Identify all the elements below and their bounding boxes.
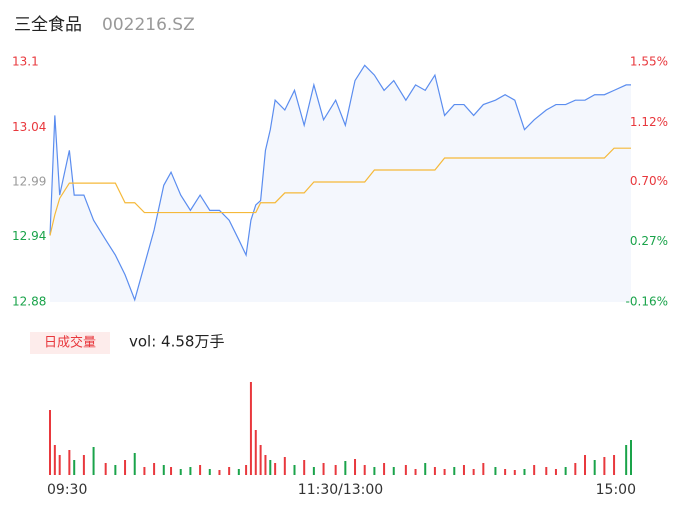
volume-bar [73, 460, 76, 475]
volume-bar [218, 470, 221, 475]
volume-bar [53, 445, 56, 475]
volume-bar [504, 469, 507, 475]
volume-bar [249, 382, 252, 475]
volume-bar [269, 460, 272, 475]
x-tick-label: 11:30/13:00 [298, 482, 383, 498]
volume-bar [303, 460, 306, 475]
volume-bar [494, 467, 497, 475]
volume-bar [472, 469, 475, 475]
volume-bar [630, 440, 632, 475]
volume-bar [443, 469, 446, 475]
volume-bar [104, 463, 107, 475]
y2-tick-label: 0.27% [630, 234, 668, 248]
y2-tick-label: 0.70% [630, 174, 668, 188]
volume-bar [453, 467, 456, 475]
volume-bar [274, 463, 277, 475]
volume-bar [593, 460, 596, 475]
legend-label: 日成交量 [44, 335, 96, 351]
volume-bar [264, 455, 267, 475]
volume-bar [189, 467, 192, 475]
volume-bar [228, 467, 231, 475]
volume-bar [322, 463, 325, 475]
line-price [49, 64, 631, 302]
y-tick-label: 12.94 [12, 229, 46, 243]
volume-bar [482, 463, 485, 475]
x-tick-label: 09:30 [47, 482, 87, 498]
volume-bar [293, 465, 296, 475]
volume-bar [92, 447, 95, 475]
volume-bar [114, 465, 117, 475]
y-tick-label: 12.99 [12, 175, 46, 189]
volume-bar [545, 467, 548, 475]
x-tick-label: 15:00 [596, 482, 636, 498]
volume-bar [433, 467, 436, 475]
volume-bar [254, 430, 257, 475]
volume-bar [462, 465, 465, 475]
volume-bar [414, 469, 417, 475]
volume-bar [245, 465, 248, 475]
volume-bar [143, 467, 146, 475]
volume-bar [584, 455, 587, 475]
volume-bar [170, 467, 173, 475]
y2-tick-label: -0.16% [626, 295, 668, 309]
y2-tick-label: 1.55% [630, 55, 668, 69]
volume-bar [68, 450, 71, 475]
volume-bar [344, 461, 347, 475]
volume-bar [179, 469, 182, 475]
volume-text: vol: 4.58万手 [129, 333, 224, 351]
volume-bar [564, 467, 567, 475]
y-tick-label: 13.04 [12, 120, 46, 134]
volume-bar [404, 465, 407, 475]
volume-bar [82, 455, 85, 475]
volume-bar [392, 467, 395, 475]
volume-bar [49, 410, 51, 475]
volume-bar [312, 467, 315, 475]
volume-bar [354, 459, 357, 475]
volume-bar [373, 467, 376, 475]
volume-bar [363, 465, 366, 475]
y2-tick-label: 1.12% [630, 115, 668, 129]
line-average [49, 147, 631, 236]
volume-bar [574, 463, 577, 475]
volume-bar [237, 469, 240, 475]
volume-bar [424, 463, 427, 475]
volume-bar [554, 469, 557, 475]
volume-bar [208, 469, 211, 475]
volume-bar [124, 460, 127, 475]
volume-bar [613, 455, 616, 475]
volume-bar [153, 463, 156, 475]
volume-bar [133, 453, 136, 475]
volume-bar [162, 465, 165, 475]
volume-bar [334, 465, 337, 475]
price-area [50, 65, 631, 302]
y-tick-label: 13.1 [12, 55, 39, 69]
volume-bar [603, 457, 606, 475]
stock-code: 002216.SZ [102, 15, 195, 35]
volume-bar [383, 463, 386, 475]
y-tick-label: 12.88 [12, 295, 46, 309]
volume-bar [513, 470, 516, 475]
volume-bar [283, 457, 286, 475]
volume-bar [199, 465, 202, 475]
volume-bar [523, 469, 526, 475]
volume-bar [259, 445, 262, 475]
volume-bar [533, 465, 536, 475]
stock-name: 三全食品 [14, 15, 82, 35]
volume-bar [625, 445, 628, 475]
legend-box [30, 332, 110, 354]
volume-bar [58, 455, 61, 475]
